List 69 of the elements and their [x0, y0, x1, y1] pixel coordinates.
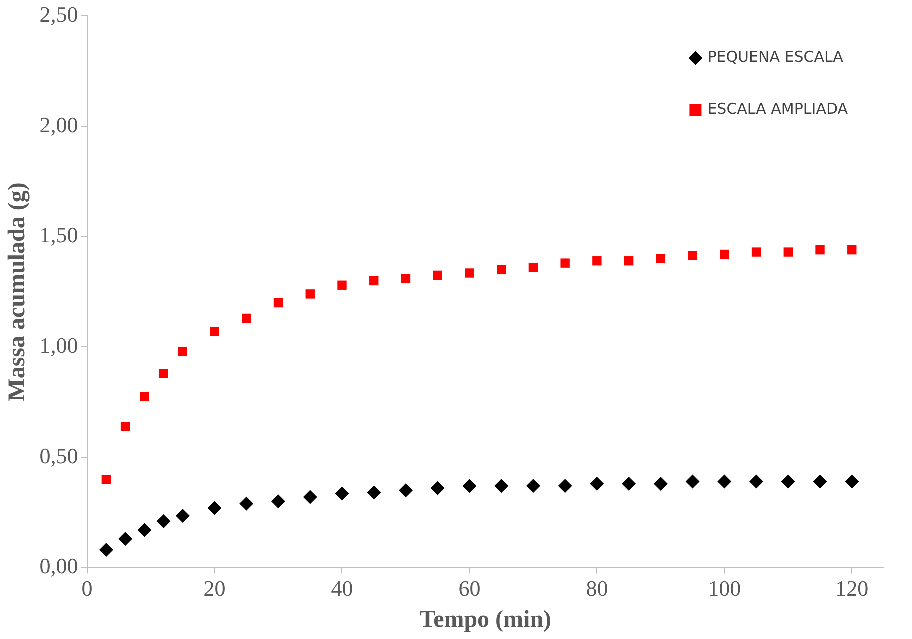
legend-label: PEQUENA ESCALA	[708, 48, 844, 66]
point	[750, 474, 764, 489]
point	[242, 314, 252, 324]
point	[816, 245, 825, 255]
point	[210, 327, 220, 336]
y-tick-label: 0,00	[40, 554, 78, 579]
point	[398, 484, 413, 498]
y-tick-label: 2,50	[40, 2, 78, 27]
point	[494, 479, 509, 494]
point	[430, 481, 445, 496]
point	[526, 479, 540, 494]
x-tick-label: 40	[331, 576, 354, 601]
point	[120, 422, 130, 432]
point	[274, 298, 284, 308]
point	[656, 254, 666, 264]
point	[688, 251, 698, 260]
point	[118, 532, 133, 546]
point	[560, 258, 570, 268]
point	[784, 248, 793, 257]
point	[140, 392, 150, 402]
point	[178, 346, 188, 356]
point	[335, 486, 350, 501]
point	[813, 474, 828, 489]
point	[465, 268, 474, 278]
point	[401, 274, 411, 284]
point	[138, 523, 152, 538]
point	[558, 479, 572, 494]
legend-label: ESCALA AMPLIADA	[708, 100, 849, 118]
y-tick-label: 0,50	[40, 443, 78, 468]
point	[686, 474, 700, 489]
point	[240, 496, 254, 511]
point	[720, 250, 730, 260]
point	[433, 270, 442, 280]
point	[528, 263, 538, 272]
point	[159, 369, 168, 378]
point	[622, 476, 636, 491]
point	[370, 276, 379, 286]
point	[752, 248, 762, 257]
point	[303, 490, 318, 504]
point	[590, 476, 604, 491]
point	[592, 256, 602, 266]
y-tick-label: 1,50	[40, 222, 78, 248]
point	[654, 476, 668, 491]
point	[845, 474, 860, 489]
point	[718, 474, 732, 489]
point	[781, 474, 796, 489]
point	[272, 494, 286, 509]
point	[338, 280, 347, 290]
x-tick-label: 20	[204, 576, 226, 601]
point	[624, 256, 634, 266]
x-tick-label: 120	[836, 576, 869, 601]
point	[176, 508, 190, 523]
y-tick-label: 2,00	[40, 112, 78, 138]
x-tick-label: 80	[586, 576, 608, 601]
x-tick-label: 100	[708, 576, 742, 601]
point	[156, 514, 171, 528]
x-axis-title: Tempo (min)	[420, 606, 552, 633]
y-tick-label: 1,00	[40, 332, 78, 358]
point	[208, 501, 222, 516]
point	[99, 543, 114, 558]
point	[848, 245, 857, 255]
point	[496, 265, 506, 275]
x-tick-label: 0	[82, 576, 93, 601]
point	[306, 290, 315, 299]
x-tick-label: 60	[458, 576, 481, 601]
point	[367, 486, 382, 500]
point	[462, 479, 477, 494]
point	[102, 474, 112, 484]
y-axis-title: Massa acumulada (g)	[4, 182, 31, 402]
